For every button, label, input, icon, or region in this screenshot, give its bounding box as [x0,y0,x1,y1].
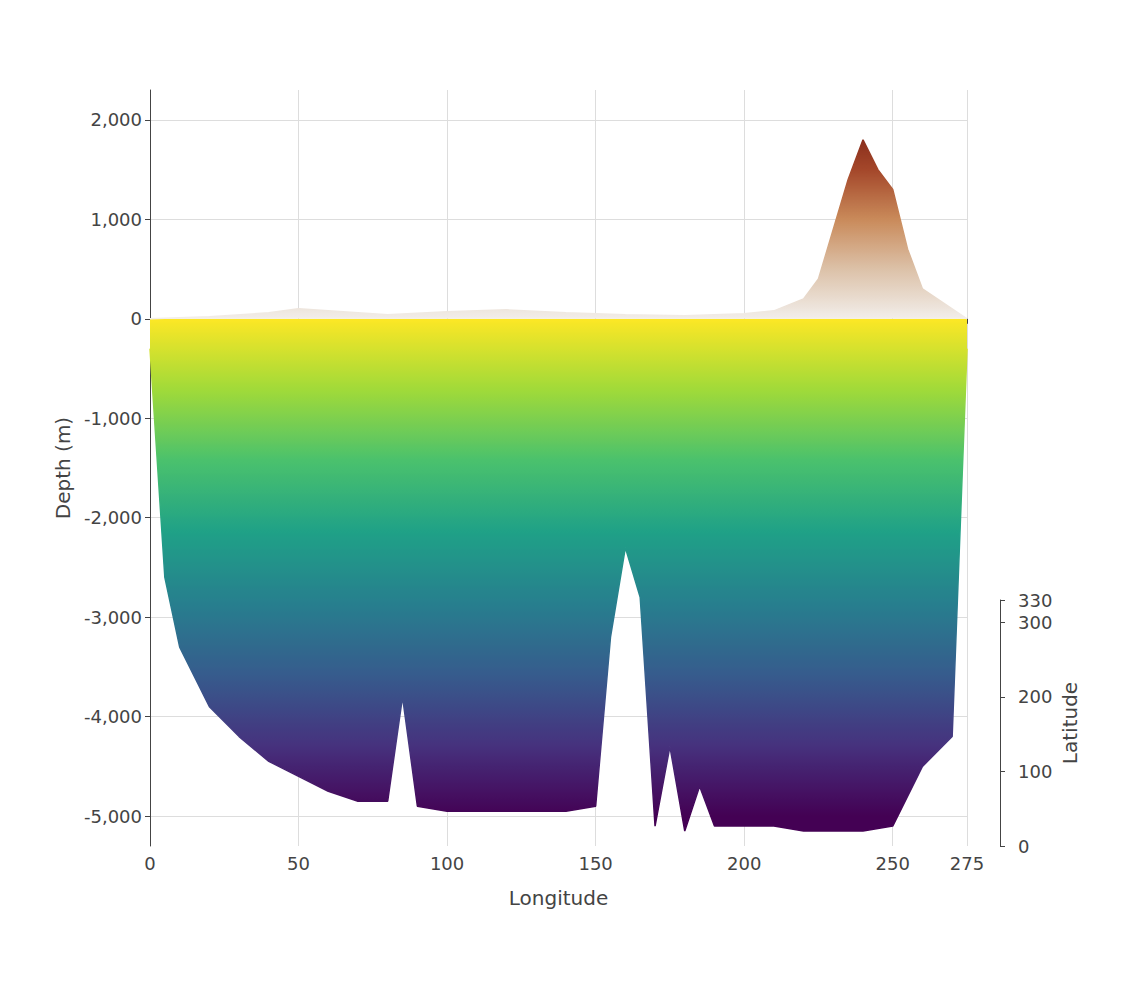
svg-text:-1,000: -1,000 [84,408,142,429]
svg-text:275: 275 [950,853,984,874]
svg-text:-3,000: -3,000 [84,607,142,628]
svg-text:Longitude: Longitude [509,886,608,910]
svg-text:100: 100 [430,853,464,874]
svg-text:0: 0 [144,853,155,874]
svg-text:Latitude: Latitude [1058,682,1082,764]
svg-text:-5,000: -5,000 [84,806,142,827]
svg-text:330: 330 [1018,590,1052,611]
svg-text:-2,000: -2,000 [84,507,142,528]
svg-text:1,000: 1,000 [90,209,142,230]
svg-text:250: 250 [876,853,910,874]
svg-text:Depth (m): Depth (m) [51,417,75,519]
svg-text:0: 0 [1018,836,1029,857]
svg-text:50: 50 [287,853,310,874]
svg-text:100: 100 [1018,761,1052,782]
svg-text:300: 300 [1018,612,1052,633]
svg-text:-4,000: -4,000 [84,706,142,727]
svg-text:0: 0 [131,308,142,329]
svg-text:200: 200 [727,853,761,874]
svg-text:150: 150 [578,853,612,874]
svg-text:2,000: 2,000 [90,109,142,130]
svg-text:200: 200 [1018,686,1052,707]
